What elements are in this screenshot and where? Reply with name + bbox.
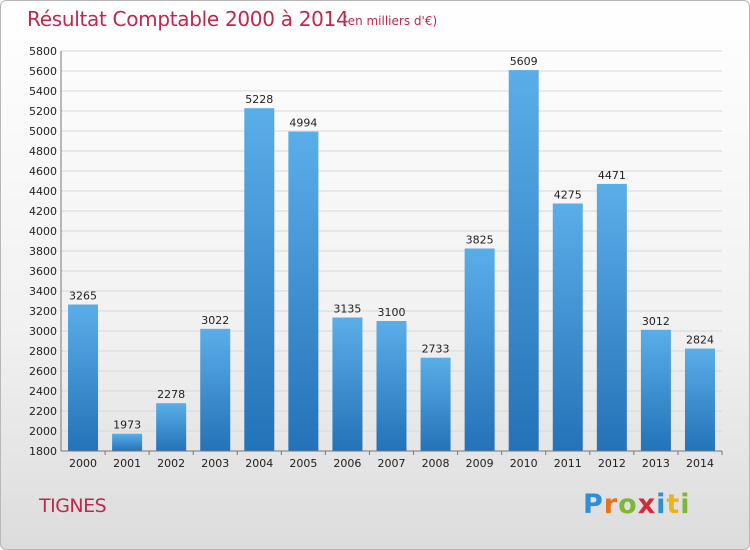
- y-tick-label: 5800: [29, 45, 57, 58]
- value-label-2005: 4994: [289, 117, 317, 130]
- y-tick-label: 5200: [29, 105, 57, 118]
- y-tick-label: 2800: [29, 345, 57, 358]
- y-axis-ticks: 1800 2000 2200 2400 2600 2800 3000 3200 3400 3600…: [29, 45, 57, 458]
- value-label-2002: 2278: [157, 388, 185, 401]
- x-axis-ticks: 2000 2001 2002 2003 2004 2005 2006 2007 2008 2009…: [69, 451, 723, 470]
- logo-letter: i: [680, 489, 691, 520]
- bar-2007[interactable]: [376, 321, 407, 451]
- chart-subtitle: (en milliers d'€): [343, 14, 438, 28]
- y-tick-label: 2600: [29, 365, 57, 378]
- x-tick-label: 2011: [554, 457, 582, 470]
- proxiti-logo[interactable]: Proxiti: [583, 489, 691, 520]
- x-tick-label: 2000: [69, 457, 97, 470]
- logo-letter: P: [583, 489, 604, 520]
- axes: [60, 51, 722, 452]
- y-tick-label: 5000: [29, 125, 57, 138]
- bar-2010[interactable]: [508, 70, 539, 451]
- x-tick-label: 2003: [201, 457, 229, 470]
- value-label-2010: 5609: [510, 55, 538, 68]
- x-tick-label: 2004: [245, 457, 273, 470]
- y-tick-label: 4000: [29, 225, 57, 238]
- value-label-2009: 3825: [466, 234, 494, 247]
- bar-2006[interactable]: [332, 317, 363, 452]
- value-label-2014: 2824: [686, 334, 714, 347]
- bar-2000[interactable]: [68, 304, 99, 452]
- value-label-2000: 3265: [69, 290, 97, 303]
- value-label-2003: 3022: [201, 314, 229, 327]
- x-tick-label: 2014: [686, 457, 714, 470]
- x-tick-label: 2009: [466, 457, 494, 470]
- y-tick-label: 3000: [29, 325, 57, 338]
- y-tick-label: 3600: [29, 265, 57, 278]
- y-tick-label: 1800: [29, 445, 57, 458]
- bar-2014[interactable]: [684, 348, 715, 451]
- value-label-2007: 3100: [378, 306, 406, 319]
- logo-letter: r: [603, 489, 619, 520]
- x-tick-label: 2010: [510, 457, 538, 470]
- x-tick-label: 2001: [113, 457, 141, 470]
- y-tick-label: 3400: [29, 285, 57, 298]
- y-tick-label: 2400: [29, 385, 57, 398]
- y-tick-label: 4800: [29, 145, 57, 158]
- logo-letter: x: [637, 489, 657, 520]
- value-label-2013: 3012: [642, 315, 670, 328]
- bar-2008[interactable]: [420, 357, 451, 451]
- y-tick-label: 4600: [29, 165, 57, 178]
- place-name: TIGNES: [39, 495, 107, 517]
- chart-title: Résultat Comptable 2000 à 2014: [27, 7, 349, 31]
- logo-letter: t: [666, 489, 681, 520]
- bar-2005[interactable]: [288, 131, 319, 451]
- y-tick-label: 5600: [29, 65, 57, 78]
- logo-letter: i: [656, 489, 667, 520]
- value-label-2001: 1973: [113, 419, 141, 432]
- y-tick-label: 4400: [29, 185, 57, 198]
- x-tick-label: 2002: [157, 457, 185, 470]
- bar-2002[interactable]: [156, 403, 187, 451]
- value-labels: 3265 1973 2278 3022 5228 4994 3135 3100 2733 3825…: [69, 55, 714, 432]
- value-label-2011: 4275: [554, 189, 582, 202]
- y-tick-label: 2200: [29, 405, 57, 418]
- y-tick-label: 4200: [29, 205, 57, 218]
- bar-2013[interactable]: [640, 329, 671, 451]
- value-label-2012: 4471: [598, 169, 626, 182]
- bar-2003[interactable]: [200, 328, 231, 451]
- x-tick-label: 2008: [422, 457, 450, 470]
- y-tick-label: 3800: [29, 245, 57, 258]
- logo-letter: o: [618, 489, 638, 520]
- value-label-2004: 5228: [245, 93, 273, 106]
- bar-2011[interactable]: [552, 203, 583, 452]
- bar-2004[interactable]: [244, 108, 275, 451]
- value-label-2006: 3135: [333, 303, 361, 316]
- x-tick-label: 2007: [378, 457, 406, 470]
- x-tick-label: 2012: [598, 457, 626, 470]
- x-tick-label: 2006: [333, 457, 361, 470]
- y-tick-label: 2000: [29, 425, 57, 438]
- y-tick-label: 5400: [29, 85, 57, 98]
- bar-2001[interactable]: [112, 433, 143, 451]
- bar-2009[interactable]: [464, 248, 495, 452]
- value-label-2008: 2733: [422, 343, 450, 356]
- bar-2012[interactable]: [596, 183, 627, 451]
- x-tick-label: 2013: [642, 457, 670, 470]
- bars: [68, 70, 715, 451]
- x-tick-label: 2005: [289, 457, 317, 470]
- y-tick-label: 3200: [29, 305, 57, 318]
